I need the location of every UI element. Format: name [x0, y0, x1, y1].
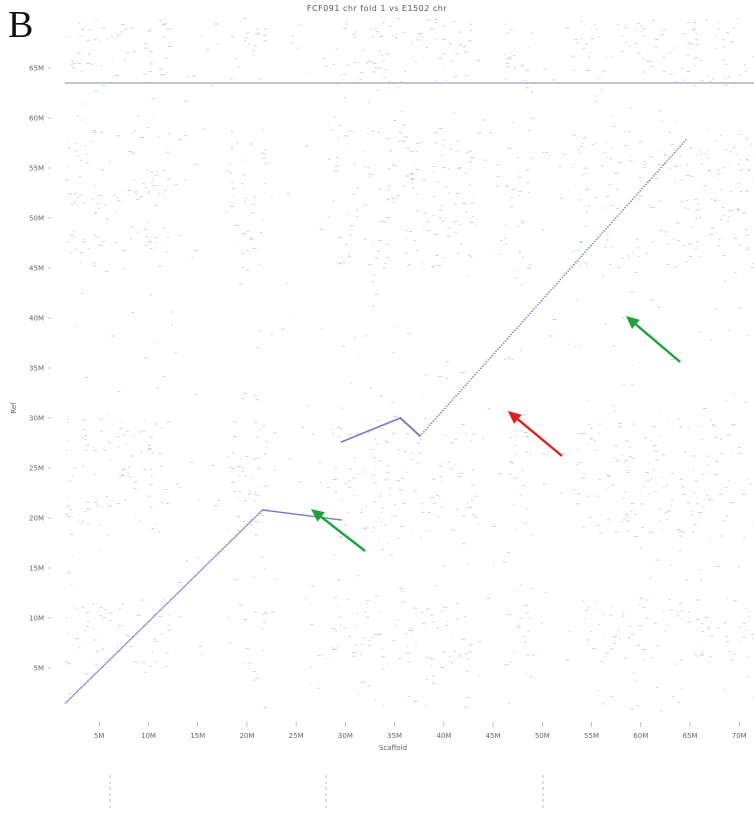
x-tick-label: 25M — [289, 732, 304, 740]
x-tick-label: 45M — [486, 732, 501, 740]
alignment-segment-2 — [340, 417, 402, 443]
y-tick-label: 40M — [29, 315, 44, 323]
y-tick-label: 5M — [34, 665, 45, 673]
y-tick-label: 65M — [29, 65, 44, 73]
red-arrow-1 — [507, 411, 563, 457]
x-tick-label: 35M — [387, 732, 402, 740]
green-arrow-0 — [626, 316, 681, 363]
alignment-segment-0 — [64, 509, 264, 704]
x-tick-label: 50M — [535, 732, 550, 740]
y-tick-label: 50M — [29, 215, 44, 223]
green-arrow-2 — [310, 509, 366, 552]
x-tick-label: 55M — [584, 732, 599, 740]
x-tick-label: 20M — [239, 732, 254, 740]
x-tick-label: 70M — [732, 732, 747, 740]
y-tick-label: 25M — [29, 465, 44, 473]
arrow-shaft — [635, 323, 681, 363]
arrow-shaft — [517, 418, 563, 457]
alignment-segment-4 — [419, 139, 687, 437]
y-axis: 5M 10M 15M 20M 25M 30M 35M 40M 45M 50M 55M 60M 65M — [29, 65, 51, 673]
annotation-arrows — [310, 316, 681, 552]
y-tick-label: 60M — [29, 115, 44, 123]
x-tick-label: 15M — [190, 732, 205, 740]
alignment-segment-3 — [399, 417, 421, 437]
panel-letter: B — [8, 4, 34, 46]
y-tick-label: 10M — [29, 615, 44, 623]
y-tick-label: 45M — [29, 265, 44, 273]
x-tick-label: 5M — [94, 732, 105, 740]
y-tick-label: 55M — [29, 165, 44, 173]
y-axis-label: Ref — [10, 402, 18, 414]
arrow-shaft — [320, 516, 366, 552]
arrow-head — [626, 316, 640, 329]
x-axis: 5M 10M 15M 20M 25M 30M 35M 40M 45M 50M 55M 60M 65M 70… — [94, 722, 747, 740]
noise-dots — [64, 17, 754, 712]
alignment-segment-1 — [261, 509, 343, 521]
diagonal-alignment-points — [64, 139, 687, 704]
arrow-head — [310, 509, 325, 522]
y-tick-label: 30M — [29, 415, 44, 423]
chart-title: FCF091 chr fold 1 vs E1502 chr — [306, 4, 448, 13]
x-tick-label: 65M — [683, 732, 698, 740]
background-hit-dots — [64, 17, 754, 712]
x-tick-label: 60M — [633, 732, 648, 740]
x-axis-label: Scaffold — [379, 744, 407, 752]
x-tick-label: 10M — [141, 732, 156, 740]
bottom-track-marks — [109, 775, 544, 808]
y-tick-label: 35M — [29, 365, 44, 373]
y-tick-label: 20M — [29, 515, 44, 523]
arrow-head — [507, 411, 522, 424]
y-tick-label: 15M — [29, 565, 44, 573]
x-tick-label: 30M — [338, 732, 353, 740]
x-tick-label: 40M — [436, 732, 451, 740]
